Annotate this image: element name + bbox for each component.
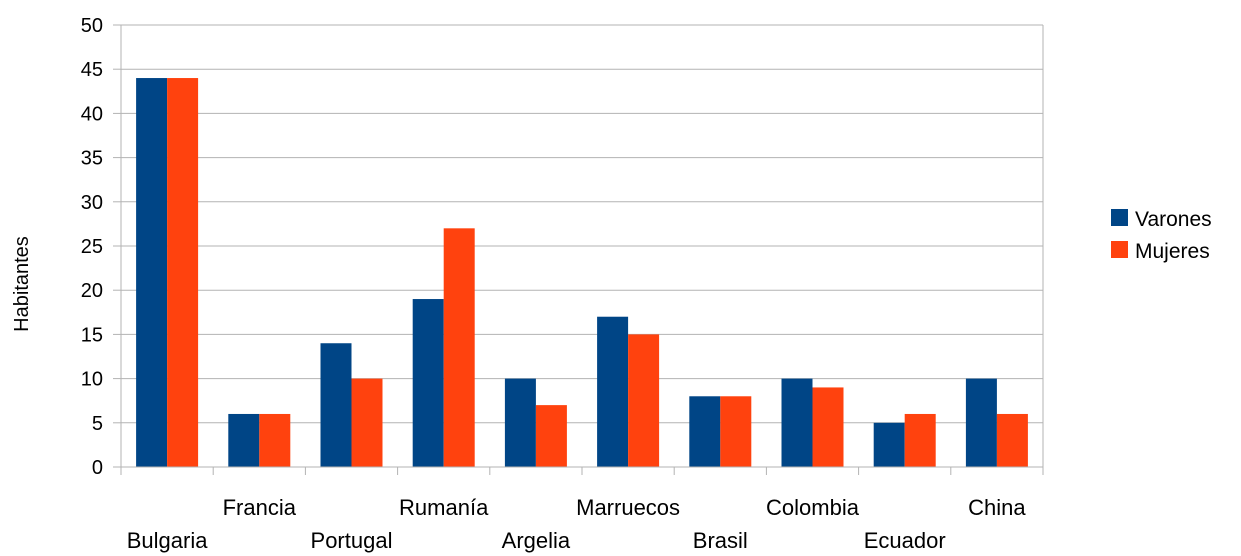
axes: [113, 24, 1044, 475]
y-tick-label: 15: [81, 324, 103, 346]
bar-varones-2: [320, 343, 352, 467]
bar-mujeres-1: [259, 413, 291, 467]
bar-varones-3: [412, 299, 444, 467]
legend-swatch: [1111, 241, 1128, 258]
bar-varones-8: [873, 422, 905, 467]
bar-mujeres-2: [351, 378, 383, 467]
x-tick-label: Marruecos: [576, 495, 680, 520]
bar-mujeres-3: [443, 228, 475, 467]
bar-varones-9: [965, 378, 997, 467]
gridlines: [121, 24, 1043, 424]
y-tick-labels: 0 5 10 15 20 25 30 35 40 45 50: [81, 15, 103, 479]
bar-mujeres-7: [812, 387, 844, 467]
bar-mujeres-0: [167, 78, 199, 467]
legend-label: Varones: [1135, 208, 1212, 231]
y-tick-label: 30: [81, 192, 103, 214]
bar-varones-6: [689, 396, 721, 467]
y-tick-label: 5: [92, 413, 103, 435]
x-tick-label: Francia: [223, 495, 297, 520]
bar-varones-1: [228, 413, 260, 467]
bars: [136, 78, 1028, 467]
x-tick-label: China: [968, 495, 1026, 520]
y-tick-label: 0: [92, 457, 103, 479]
bar-varones-0: [136, 78, 168, 467]
x-tick-label: Bulgaria: [127, 528, 208, 553]
y-axis-label: Habitantes: [11, 236, 33, 332]
y-tick-label: 10: [81, 369, 103, 391]
bar-mujeres-8: [904, 413, 936, 467]
bar-varones-7: [781, 378, 813, 467]
legend-swatch: [1111, 209, 1128, 226]
y-tick-label: 40: [81, 103, 103, 125]
legend: Varones Mujeres: [1111, 208, 1212, 263]
y-tick-label: 20: [81, 280, 103, 302]
y-tick-label: 45: [81, 59, 103, 81]
bar-mujeres-9: [996, 413, 1028, 467]
y-tick-label: 35: [81, 148, 103, 170]
bar-mujeres-5: [628, 334, 660, 467]
y-tick-label: 25: [81, 236, 103, 258]
legend-label: Mujeres: [1135, 240, 1210, 263]
x-tick-label: Argelia: [502, 528, 571, 553]
x-tick-label: Ecuador: [864, 528, 946, 553]
bar-varones-4: [504, 378, 536, 467]
x-tick-label: Rumanía: [399, 495, 489, 520]
y-tick-label: 50: [81, 15, 103, 37]
x-tick-label: Brasil: [693, 528, 748, 553]
bar-mujeres-4: [535, 405, 567, 467]
bar-mujeres-6: [720, 396, 752, 467]
x-tick-label: Colombia: [766, 495, 860, 520]
x-tick-label: Portugal: [311, 528, 393, 553]
bar-varones-5: [597, 316, 629, 467]
